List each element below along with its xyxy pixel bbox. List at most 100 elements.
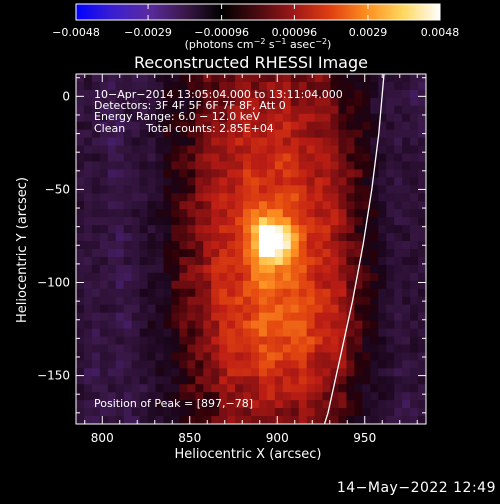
heatmap-cell xyxy=(171,296,180,306)
heatmap-cell xyxy=(235,129,244,139)
heatmap-cell xyxy=(274,392,284,401)
heatmap-cell xyxy=(171,384,180,393)
heatmap-cell xyxy=(298,89,308,99)
heatmap-cell xyxy=(163,74,173,83)
heatmap-cell xyxy=(115,264,125,274)
heatmap-cell xyxy=(163,225,173,234)
heatmap-cell xyxy=(163,169,173,178)
heatmap-cell xyxy=(123,416,133,424)
heatmap-cell xyxy=(282,408,292,417)
heatmap-cell xyxy=(418,105,426,115)
heatmap-cell xyxy=(91,209,101,218)
heatmap-cell xyxy=(83,217,93,226)
heatmap-cell xyxy=(314,201,324,210)
heatmap-cell xyxy=(362,256,371,266)
heatmap-cell xyxy=(314,209,324,218)
heatmap-cell xyxy=(266,336,276,346)
heatmap-cell xyxy=(147,249,157,258)
heatmap-cell xyxy=(394,121,403,131)
heatmap-cell xyxy=(131,169,141,178)
heatmap-cell xyxy=(139,249,149,258)
heatmap-cell xyxy=(147,241,157,250)
heatmap-cell xyxy=(123,217,133,226)
heatmap-cell xyxy=(378,249,387,258)
heatmap-cell xyxy=(370,304,379,314)
heatmap-cell xyxy=(354,209,363,218)
heatmap-cell xyxy=(243,312,252,322)
heatmap-cell xyxy=(322,360,332,369)
heatmap-cell xyxy=(370,129,379,139)
heatmap-cell xyxy=(266,264,276,274)
heatmap-cell xyxy=(282,145,292,155)
heatmap-cell xyxy=(203,169,212,178)
heatmap-cell xyxy=(378,400,387,409)
heatmap-cell xyxy=(298,81,308,91)
heatmap-cell xyxy=(330,360,340,369)
heatmap-cell xyxy=(330,201,340,210)
heatmap-cell xyxy=(139,169,149,178)
heatmap-cell xyxy=(91,360,101,369)
heatmap-cell xyxy=(378,193,387,202)
heatmap-cell xyxy=(219,344,228,353)
heatmap-cell xyxy=(147,113,157,123)
heatmap-cell xyxy=(155,336,165,346)
heatmap-cell xyxy=(266,296,276,306)
heatmap-cell xyxy=(195,161,204,171)
heatmap-cell xyxy=(171,288,180,298)
heatmap-cell xyxy=(402,97,411,107)
annotation-time-range: 10−Apr−2014 13:05:04.000 to 13:11:04.000 xyxy=(94,88,343,101)
heatmap-cell xyxy=(290,177,300,186)
heatmap-cell xyxy=(282,360,292,369)
heatmap-cell xyxy=(115,145,125,155)
heatmap-cell xyxy=(139,201,149,210)
heatmap-cell xyxy=(235,392,244,401)
heatmap-cell xyxy=(227,137,236,147)
heatmap-cell xyxy=(83,352,93,361)
colorbar-units: (photons cm−2 s−1 asec−2) xyxy=(185,37,332,51)
heatmap-cell xyxy=(163,360,173,369)
heatmap-cell xyxy=(314,74,324,83)
heatmap-cell xyxy=(370,376,379,385)
colorbar-tick-label: −0.00096 xyxy=(194,26,249,39)
heatmap-cell xyxy=(227,241,236,250)
heatmap-cell xyxy=(179,416,188,424)
heatmap-cell xyxy=(91,304,101,314)
heatmap-cell xyxy=(76,344,85,353)
heatmap-cell xyxy=(338,360,348,369)
heatmap-cell xyxy=(219,145,228,155)
heatmap-cell xyxy=(394,368,403,377)
heatmap-cell xyxy=(418,400,426,409)
heatmap-cell xyxy=(338,89,348,99)
heatmap-cell xyxy=(346,137,355,147)
heatmap-cell xyxy=(187,249,196,258)
heatmap-cell xyxy=(91,105,101,115)
heatmap-cell xyxy=(235,408,244,417)
heatmap-cell xyxy=(179,272,188,282)
heatmap-cell xyxy=(107,225,117,234)
heatmap-cell xyxy=(219,264,228,274)
heatmap-cell xyxy=(187,280,196,290)
heatmap-cell xyxy=(107,368,117,377)
heatmap-cell xyxy=(235,97,244,107)
heatmap-cell xyxy=(274,256,284,266)
heatmap-cell xyxy=(76,81,85,91)
heatmap-cell xyxy=(195,392,204,401)
heatmap-cell xyxy=(195,336,204,346)
heatmap-cell xyxy=(322,89,332,99)
heatmap-cell xyxy=(330,312,340,322)
heatmap-cell xyxy=(187,264,196,274)
heatmap-cell xyxy=(251,241,260,250)
heatmap-cell xyxy=(99,280,109,290)
heatmap-cell xyxy=(258,376,268,385)
heatmap-cell xyxy=(187,137,196,147)
heatmap-cell xyxy=(203,352,212,361)
heatmap-cell xyxy=(243,105,252,115)
heatmap-cell xyxy=(282,272,292,282)
heatmap-cell xyxy=(219,233,228,242)
heatmap-cell xyxy=(243,320,252,330)
heatmap-cell xyxy=(115,97,125,107)
heatmap-cell xyxy=(211,177,220,186)
heatmap-cell xyxy=(171,249,180,258)
heatmap-cell xyxy=(306,169,316,178)
heatmap-cell xyxy=(410,137,419,147)
